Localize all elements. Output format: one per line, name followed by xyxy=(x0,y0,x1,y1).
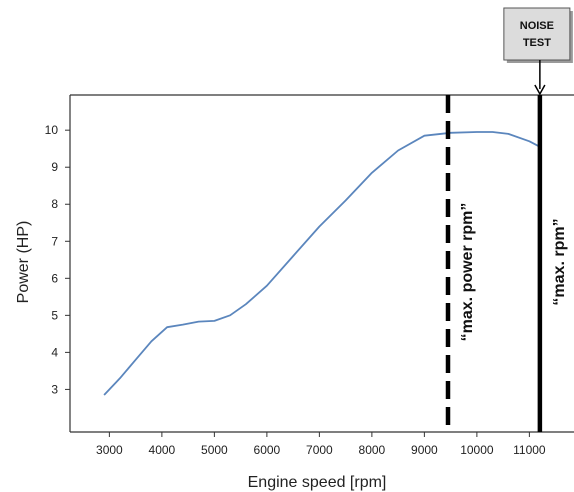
x-tick-label: 6000 xyxy=(254,443,281,457)
noise-test-box xyxy=(503,7,571,61)
x-tick-label: 4000 xyxy=(149,443,176,457)
noise-test-label-line1: NOISE xyxy=(520,20,554,32)
y-tick-label: 3 xyxy=(51,382,58,396)
x-tick-label: 8000 xyxy=(359,443,386,457)
x-tick-label: 5000 xyxy=(201,443,228,457)
noise-test-label-line2: TEST xyxy=(523,37,551,49)
y-tick-label: 9 xyxy=(51,160,58,174)
y-tick-label: 6 xyxy=(51,271,58,285)
plot-frame xyxy=(69,94,574,433)
y-tick-label: 10 xyxy=(45,123,59,137)
y-tick-label: 7 xyxy=(51,234,58,248)
x-tick-label: 11000 xyxy=(513,443,546,457)
max-power-rpm-label: “max. power rpm” xyxy=(459,203,476,342)
x-tick-label: 7000 xyxy=(306,443,333,457)
x-tick-label: 10000 xyxy=(460,443,494,457)
noise-test-annotation: NOISE TEST xyxy=(503,7,573,96)
y-tick-label: 8 xyxy=(51,197,58,211)
y-tick-label: 4 xyxy=(51,345,58,359)
noise-test-arrow-head xyxy=(534,84,546,96)
x-tick-label: 3000 xyxy=(96,443,123,457)
y-axis-title: Power (HP) xyxy=(15,221,32,304)
y-tick-label: 5 xyxy=(51,308,58,322)
max-rpm-label: “max. rpm” xyxy=(551,218,568,305)
power-curve-line xyxy=(103,131,541,396)
y-axis-ticks: 3 4 5 6 7 8 9 10 xyxy=(45,123,70,396)
x-axis-ticks: 3000 4000 5000 6000 7000 8000 9000 10000 11000 xyxy=(96,432,546,457)
x-tick-label: 9000 xyxy=(411,443,438,457)
series-layer xyxy=(103,131,541,396)
reference-lines: “max. power rpm” “max. rpm” xyxy=(445,95,568,432)
x-axis-title: Engine speed [rpm] xyxy=(248,474,387,491)
